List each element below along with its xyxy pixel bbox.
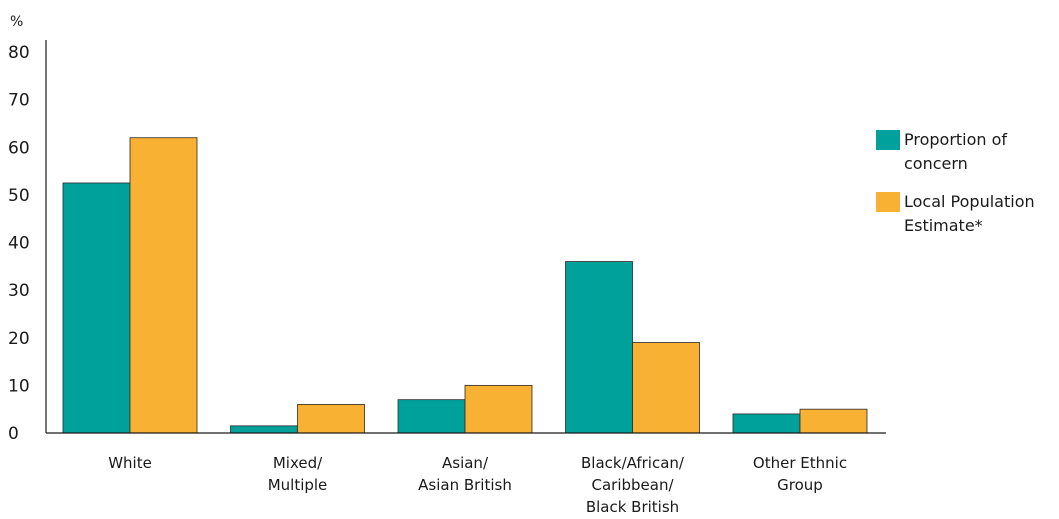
y-tick-label: 0 (8, 424, 19, 444)
bar (565, 261, 633, 434)
y-tick-label: 50 (8, 186, 30, 206)
legend-label-proportion-of-concern: Proportion of concern (904, 128, 1007, 176)
x-category-label-line: Caribbean/ (591, 476, 674, 494)
y-tick-label: 30 (8, 281, 30, 301)
bar (129, 137, 198, 434)
x-category-label: Other Ethnic Group (753, 454, 847, 494)
x-category-label-line: Multiple (268, 476, 328, 494)
y-tick-label: 80 (8, 43, 30, 63)
bar (62, 182, 131, 434)
legend-label-line: concern (904, 154, 968, 173)
legend: Proportion of concern Local Population E… (876, 128, 1056, 252)
x-category-label-line: Asian British (418, 476, 512, 494)
legend-label-line: Proportion of (904, 130, 1008, 149)
legend-label-line: Local Population (904, 192, 1035, 211)
x-category-label-line: Other Ethnic (753, 454, 847, 472)
bar (297, 404, 365, 434)
x-category-label-line: Black British (586, 498, 679, 516)
x-category-label-line: Black/African/ (581, 454, 685, 472)
legend-label-local-population-estimate: Local Population Estimate* (904, 190, 1035, 238)
x-category-label-line: Asian/ (442, 454, 489, 472)
legend-item-local-population-estimate: Local Population Estimate* (876, 190, 1056, 238)
y-tick-label: 10 (8, 376, 30, 396)
bar (799, 408, 868, 434)
x-category-label-line: Group (777, 476, 823, 494)
x-category-label-line: Mixed/ (273, 454, 323, 472)
legend-swatch-proportion-of-concern (876, 130, 900, 150)
legend-swatch-local-population-estimate (876, 192, 900, 212)
x-category-label: White (108, 454, 152, 472)
x-axis: White Mixed/Multiple Asian/Asian British Bl… (46, 432, 886, 516)
bar (732, 413, 801, 434)
y-tick-label: 20 (8, 329, 30, 349)
legend-label-line: Estimate* (904, 216, 983, 235)
y-axis-unit-label: % (10, 14, 23, 30)
y-axis: 0 10 20 30 40 50 60 70 80 (8, 40, 47, 444)
bar (397, 399, 466, 434)
legend-item-proportion-of-concern: Proportion of concern (876, 128, 1056, 176)
y-tick-label: 40 (8, 234, 30, 254)
bars (62, 137, 868, 434)
x-category-label: Mixed/Multiple (268, 454, 328, 494)
x-category-label: Asian/Asian British (418, 454, 512, 494)
x-category-label: Black/African/Caribbean/Black British (581, 454, 685, 516)
y-tick-label: 60 (8, 138, 30, 158)
bar (464, 384, 533, 434)
y-tick-label: 70 (8, 91, 30, 111)
bar (632, 342, 700, 434)
bar (230, 425, 298, 434)
x-category-label-line: White (108, 454, 152, 472)
